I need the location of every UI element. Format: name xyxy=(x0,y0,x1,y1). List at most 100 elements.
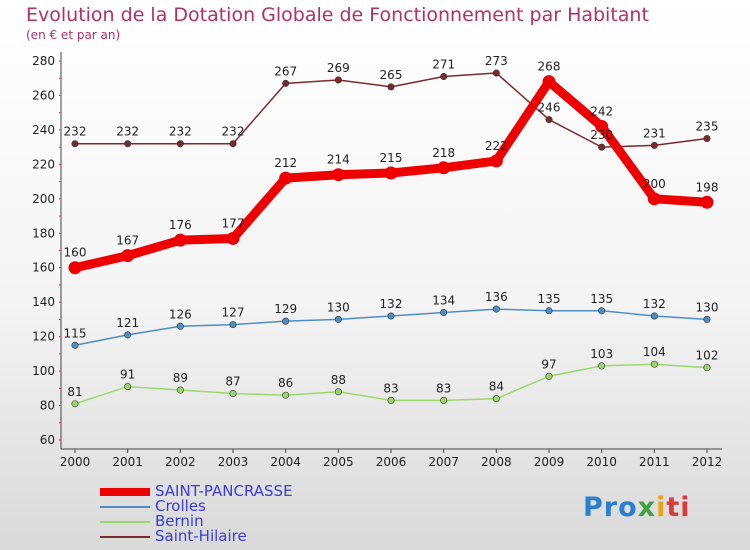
y-tick-label: 160 xyxy=(32,261,55,275)
data-point xyxy=(545,372,553,380)
data-label: 88 xyxy=(331,373,346,387)
data-label: 130 xyxy=(696,300,719,314)
data-point xyxy=(440,396,448,404)
data-point xyxy=(545,116,553,124)
data-label: 232 xyxy=(222,125,245,139)
legend-label-saint-pancrasse: SAINT-PANCRASSE xyxy=(155,482,293,500)
y-tick-label: 280 xyxy=(32,54,55,68)
data-point xyxy=(440,73,448,81)
proxiti-logo: Proxiti xyxy=(583,492,691,523)
data-label: 215 xyxy=(380,151,403,165)
data-point xyxy=(384,166,398,180)
data-point xyxy=(229,321,237,329)
data-label: 246 xyxy=(538,101,561,115)
data-point xyxy=(650,360,658,368)
data-label: 167 xyxy=(116,234,139,248)
data-label: 130 xyxy=(327,300,350,314)
data-label: 230 xyxy=(590,128,613,142)
legend-item-saint-pancrasse: SAINT-PANCRASSE xyxy=(100,482,420,500)
data-label: 232 xyxy=(116,125,139,139)
data-point xyxy=(595,119,609,133)
data-point xyxy=(492,69,500,77)
data-point xyxy=(703,364,711,372)
x-tick-label: 2006 xyxy=(376,455,407,469)
data-point xyxy=(647,192,661,206)
data-point xyxy=(489,154,503,168)
data-label: 267 xyxy=(274,64,297,78)
x-tick-label: 2001 xyxy=(112,455,143,469)
chart-subtitle: (en € et par an) xyxy=(26,28,121,42)
y-tick-label: 180 xyxy=(32,226,55,240)
data-point xyxy=(598,143,606,151)
data-point xyxy=(176,386,184,394)
data-point xyxy=(331,168,345,182)
data-point xyxy=(492,395,500,403)
chart-title: Evolution de la Dotation Globale de Fonc… xyxy=(26,4,649,26)
data-label: 127 xyxy=(222,306,245,320)
data-label: 198 xyxy=(696,180,719,194)
data-label: 132 xyxy=(643,297,666,311)
data-point xyxy=(124,331,132,339)
data-point xyxy=(334,388,342,396)
legend: SAINT-PANCRASSE Crolles Bernin Saint-Hil… xyxy=(100,482,420,545)
legend-swatch-saint-pancrasse xyxy=(100,488,150,496)
data-label: 231 xyxy=(643,126,666,140)
y-tick-label: 220 xyxy=(32,157,55,171)
data-point xyxy=(650,312,658,320)
data-label: 97 xyxy=(541,357,556,371)
data-label: 84 xyxy=(489,380,504,394)
data-point xyxy=(121,249,135,263)
data-point xyxy=(176,322,184,330)
data-label: 86 xyxy=(278,376,293,390)
legend-swatch-crolles xyxy=(100,506,150,508)
x-tick-label: 2008 xyxy=(481,455,512,469)
data-point xyxy=(282,317,290,325)
data-label: 89 xyxy=(173,371,188,385)
data-label: 134 xyxy=(432,294,455,308)
x-tick-label: 2005 xyxy=(323,455,354,469)
y-tick-label: 200 xyxy=(32,192,55,206)
data-point xyxy=(282,391,290,399)
data-point xyxy=(387,312,395,320)
data-label: 218 xyxy=(432,146,455,160)
y-tick-label: 100 xyxy=(32,364,55,378)
data-label: 222 xyxy=(485,139,508,153)
data-label: 268 xyxy=(538,60,561,74)
data-label: 136 xyxy=(485,290,508,304)
data-label: 83 xyxy=(436,381,451,395)
data-label: 83 xyxy=(383,381,398,395)
data-label: 160 xyxy=(64,246,87,260)
data-point xyxy=(387,396,395,404)
x-tick-label: 2012 xyxy=(692,455,723,469)
data-point xyxy=(703,315,711,323)
data-point xyxy=(71,140,79,148)
data-point xyxy=(440,309,448,317)
legend-item-bernin: Bernin xyxy=(100,512,420,530)
y-tick-label: 60 xyxy=(40,433,55,447)
data-label: 135 xyxy=(538,292,561,306)
data-point xyxy=(387,83,395,91)
data-label: 273 xyxy=(485,54,508,68)
data-label: 121 xyxy=(116,316,139,330)
data-point xyxy=(68,261,82,275)
data-label: 212 xyxy=(274,156,297,170)
data-label: 176 xyxy=(169,218,192,232)
data-label: 126 xyxy=(169,307,192,321)
data-point xyxy=(545,307,553,315)
data-label: 115 xyxy=(64,326,87,340)
data-label: 232 xyxy=(169,125,192,139)
y-tick-label: 240 xyxy=(32,123,55,137)
data-label: 87 xyxy=(225,374,240,388)
data-label: 232 xyxy=(64,125,87,139)
data-point xyxy=(437,161,451,175)
x-tick-label: 2011 xyxy=(639,455,670,469)
data-point xyxy=(334,315,342,323)
data-point xyxy=(124,140,132,148)
legend-swatch-saint-hilaire xyxy=(100,536,150,538)
data-point xyxy=(542,75,556,89)
data-label: 214 xyxy=(327,153,350,167)
data-point xyxy=(71,400,79,408)
x-tick-label: 2004 xyxy=(270,455,301,469)
data-label: 235 xyxy=(696,120,719,134)
